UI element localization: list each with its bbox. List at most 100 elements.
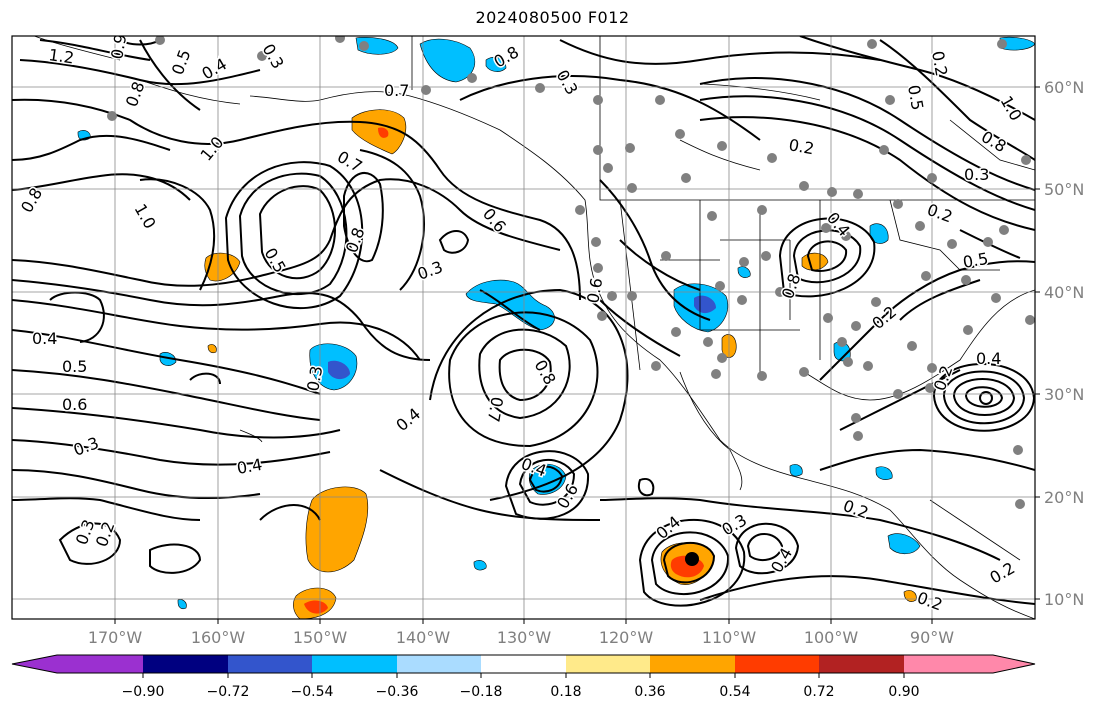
lon-label: 120°W <box>599 628 654 647</box>
contour-label: 1.0 <box>197 133 228 165</box>
lat-label: 50°N <box>1044 180 1084 199</box>
colorbar-cell <box>904 655 993 673</box>
colorbar-cell <box>57 655 143 673</box>
contour-label: 0.6 <box>583 276 606 304</box>
contour-label: 0.6 <box>62 395 87 414</box>
map-title: 2024080500 F012 <box>475 8 630 27</box>
colorbar-label: −0.54 <box>291 684 334 700</box>
colorbar-cell <box>819 655 904 673</box>
lat-label: 40°N <box>1044 283 1084 302</box>
blue-anomaly <box>473 560 487 571</box>
lon-label: 150°W <box>293 628 348 647</box>
blue-anomaly <box>737 266 751 278</box>
contour-label: 0.2 <box>915 588 945 615</box>
contour-label: 0.6 <box>479 204 510 236</box>
latitude-labels: 60°N 50°N 40°N 30°N 20°N 10°N <box>1044 78 1084 609</box>
contour-label: 1.2 <box>47 45 75 67</box>
contour-label: 1.0 <box>997 93 1026 125</box>
colorbar-label: −0.18 <box>460 684 503 700</box>
lon-label: 130°W <box>497 628 552 647</box>
colorbar-cell <box>228 655 312 673</box>
longitude-labels: 170°W 160°W 150°W 140°W 130°W 120°W 110°… <box>88 628 954 647</box>
orange-anomaly <box>903 590 917 602</box>
colorbar-cell <box>481 655 566 673</box>
colorbar-cell <box>397 655 481 673</box>
lon-label: 170°W <box>88 628 143 647</box>
colorbar-cell <box>735 655 819 673</box>
blue-anomaly <box>419 38 476 83</box>
colorbar-cell <box>143 655 228 673</box>
blue-anomaly <box>485 56 507 72</box>
colorbar-label: 0.54 <box>719 684 750 700</box>
axis-ticks <box>114 86 1040 624</box>
contour-label: 0.3 <box>719 510 751 539</box>
colorbar-label: −0.36 <box>376 684 419 700</box>
orange-anomaly <box>801 252 829 271</box>
colorbar-cell <box>566 655 650 673</box>
contour-label: 0.2 <box>987 558 1019 587</box>
red-anomaly <box>378 127 389 138</box>
contour-label: 0.3 <box>303 364 326 392</box>
colorbar: −0.90 −0.72 −0.54 −0.36 −0.18 0.18 0.36 … <box>11 654 1036 700</box>
lat-label: 60°N <box>1044 78 1084 97</box>
contour-label: 0.3 <box>553 67 582 99</box>
contour-label: 0.5 <box>904 83 927 111</box>
coastlines <box>33 36 1035 619</box>
orange-anomaly <box>207 344 217 354</box>
contour-labels: 1.2 0.9 0.8 0.5 0.3 0.4 0.7 1.0 0.8 0.7 … <box>16 36 1028 616</box>
contour-label: 0.4 <box>392 404 424 435</box>
blue-anomaly <box>177 599 187 610</box>
lon-label: 140°W <box>396 628 451 647</box>
navy-anomaly <box>328 360 350 380</box>
blue-anomaly <box>789 464 803 477</box>
map-plot-area: 1.2 0.9 0.8 0.5 0.3 0.4 0.7 1.0 0.8 0.7 … <box>12 36 1035 619</box>
contour-label: 0.8 <box>122 79 149 109</box>
shaded-regions <box>77 36 1035 619</box>
orange-anomaly <box>305 486 369 573</box>
lat-label: 30°N <box>1044 385 1084 404</box>
colorbar-cell <box>312 655 397 673</box>
colorbar-label: −0.90 <box>122 684 165 700</box>
colorbar-label: 0.18 <box>550 684 581 700</box>
lon-label: 100°W <box>804 628 859 647</box>
colorbar-outline <box>11 654 1036 674</box>
contour-label: 0.5 <box>961 249 989 272</box>
station-dots <box>107 36 1035 509</box>
lat-label: 10°N <box>1044 590 1084 609</box>
contour-label: 0.8 <box>531 357 560 389</box>
colorbar-cells <box>12 655 1035 673</box>
contour-label: 0.4 <box>235 455 263 478</box>
contour-label: 0.4 <box>199 54 231 83</box>
contour-label: 0.5 <box>62 357 87 376</box>
contour-lines <box>12 36 1035 607</box>
contour-label: 0.3 <box>71 433 101 460</box>
lon-label: 110°W <box>702 628 757 647</box>
contour-label: 0.7 <box>384 81 409 100</box>
contour-label: 1.0 <box>131 201 160 233</box>
colorbar-extend-high <box>993 655 1035 673</box>
colorbar-label: 0.90 <box>888 684 919 700</box>
black-core <box>685 552 699 566</box>
navy-anomaly <box>694 295 716 314</box>
contour-label: 0.4 <box>976 349 1001 368</box>
contour-label: 0.5 <box>168 47 195 77</box>
contour-label: 0.3 <box>964 165 989 184</box>
blue-anomaly <box>159 352 177 366</box>
colorbar-ticks <box>142 673 905 678</box>
contour-label: 0.2 <box>925 200 955 227</box>
contour-label: 0.3 <box>259 41 288 73</box>
contour-label: 0.2 <box>787 135 815 158</box>
contour-label: 0.8 <box>978 127 1010 156</box>
lat-label: 20°N <box>1044 488 1084 507</box>
contour-label: 0.4 <box>32 329 57 348</box>
colorbar-label: 0.72 <box>803 684 834 700</box>
colorbar-cell <box>650 655 735 673</box>
colorbar-labels: −0.90 −0.72 −0.54 −0.36 −0.18 0.18 0.36 … <box>122 684 920 700</box>
colorbar-label: 0.36 <box>634 684 665 700</box>
orange-anomaly <box>204 252 241 282</box>
colorbar-label: −0.72 <box>207 684 250 700</box>
contour-label: 0.7 <box>484 395 507 423</box>
blue-anomaly <box>875 466 893 480</box>
red-anomaly <box>304 600 328 614</box>
